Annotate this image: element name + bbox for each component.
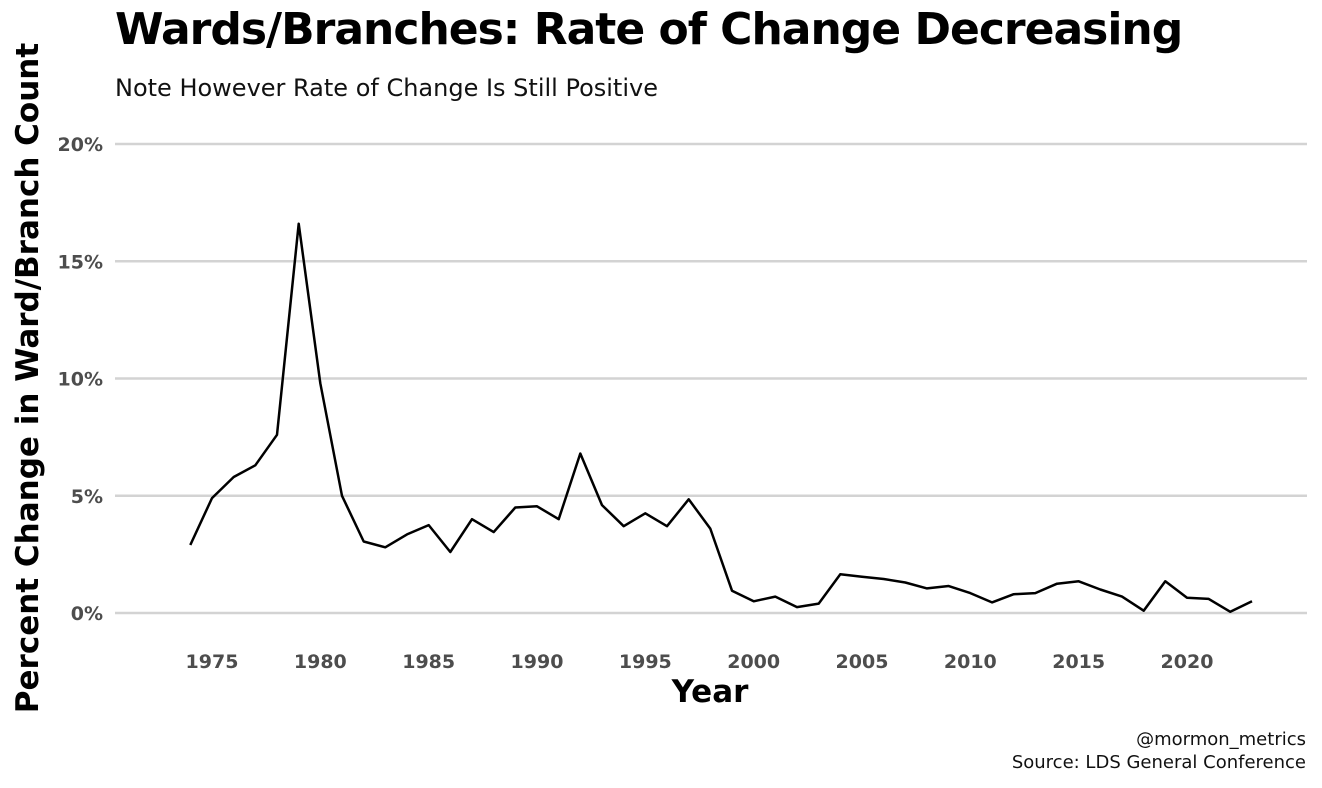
x-tick-label: 2020 [1161, 651, 1214, 673]
caption-handle: @mormon_metrics [1136, 729, 1306, 750]
y-tick-label: 5% [71, 486, 103, 508]
chart-title: Wards/Branches: Rate of Change Decreasin… [115, 4, 1183, 55]
x-tick-label: 1980 [294, 651, 347, 673]
y-tick-label: 20% [58, 134, 103, 156]
x-tick-label: 1975 [186, 651, 239, 673]
x-tick-label: 2005 [836, 651, 889, 673]
x-tick-label: 2000 [727, 651, 780, 673]
gridlines [115, 142, 1307, 615]
chart-subtitle: Note However Rate of Change Is Still Pos… [115, 74, 658, 102]
x-tick-label: 1995 [619, 651, 672, 673]
y-tick-label: 0% [71, 603, 103, 625]
x-tick-label: 1990 [511, 651, 564, 673]
y-tick-label: 10% [58, 369, 103, 391]
y-tick-labels: 0% 5% 10% 15% 20% [58, 134, 103, 625]
x-axis-label: Year [671, 674, 749, 710]
series-group [189, 222, 1253, 614]
x-tick-label: 2015 [1052, 651, 1105, 673]
chart-caption: @mormon_metrics Source: LDS General Conf… [1012, 728, 1306, 774]
x-tick-label: 2010 [944, 651, 997, 673]
series-line [189, 222, 1253, 614]
caption-source: Source: LDS General Conference [1011, 752, 1306, 773]
x-tick-labels: 1975 1980 1985 1990 1995 2000 2005 2010 2015 2020 [186, 651, 1214, 673]
y-tick-label: 15% [58, 251, 103, 273]
x-tick-label: 1985 [402, 651, 455, 673]
